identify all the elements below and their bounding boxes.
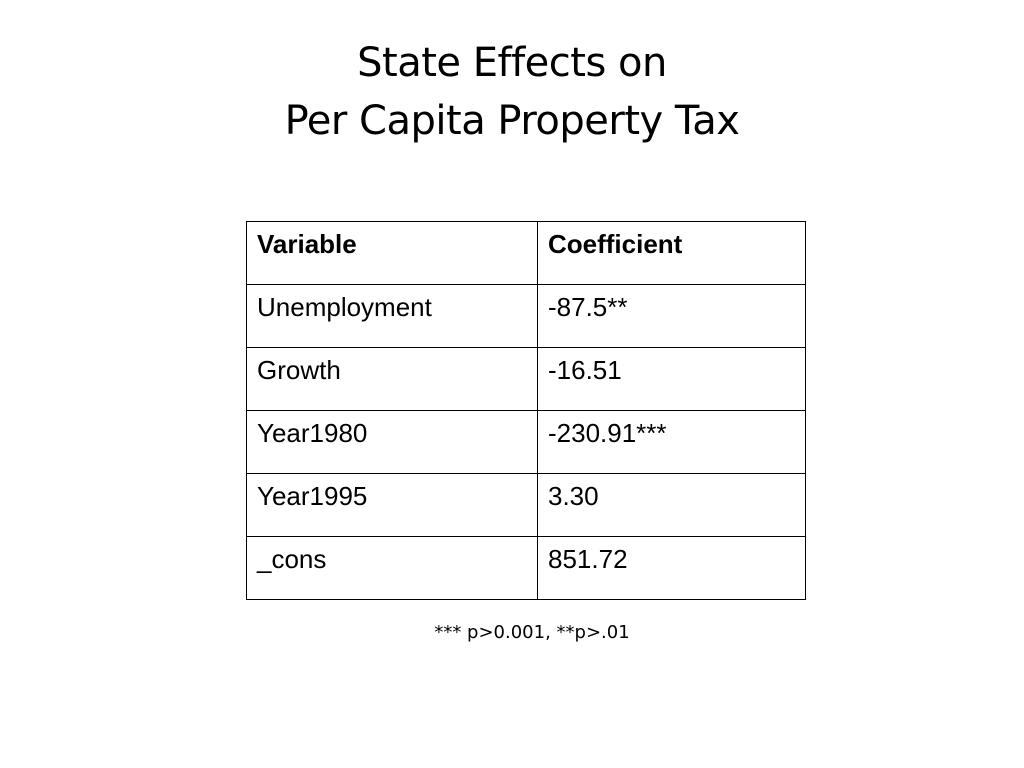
coefficient-cell: 851.72 bbox=[537, 536, 806, 600]
variable-cell: Growth bbox=[246, 347, 538, 411]
variable-cell: Unemployment bbox=[246, 284, 538, 348]
regression-table: Variable Coefficient Unemployment -87.5*… bbox=[246, 221, 806, 600]
table-row: Unemployment -87.5** bbox=[246, 284, 806, 348]
table-row: Year1980 -230.91*** bbox=[246, 410, 806, 474]
table-row: Growth -16.51 bbox=[246, 347, 806, 411]
variable-cell: _cons bbox=[246, 536, 538, 600]
variable-cell: Year1980 bbox=[246, 410, 538, 474]
slide-title: State Effects on Per Capita Property Tax bbox=[0, 34, 1024, 150]
coefficient-cell: -16.51 bbox=[537, 347, 806, 411]
coefficient-cell: -230.91*** bbox=[537, 410, 806, 474]
slide-title-line-1: State Effects on bbox=[357, 40, 667, 86]
coefficient-cell: 3.30 bbox=[537, 473, 806, 537]
header-coefficient: Coefficient bbox=[537, 221, 806, 285]
coefficient-cell: -87.5** bbox=[537, 284, 806, 348]
variable-cell: Year1995 bbox=[246, 473, 538, 537]
table-header-row: Variable Coefficient bbox=[246, 221, 806, 285]
table-row: _cons 851.72 bbox=[246, 536, 806, 600]
significance-footnote: *** p>0.001, **p>.01 bbox=[434, 622, 630, 643]
header-variable: Variable bbox=[246, 221, 538, 285]
slide-title-line-2: Per Capita Property Tax bbox=[284, 98, 740, 144]
table-row: Year1995 3.30 bbox=[246, 473, 806, 537]
